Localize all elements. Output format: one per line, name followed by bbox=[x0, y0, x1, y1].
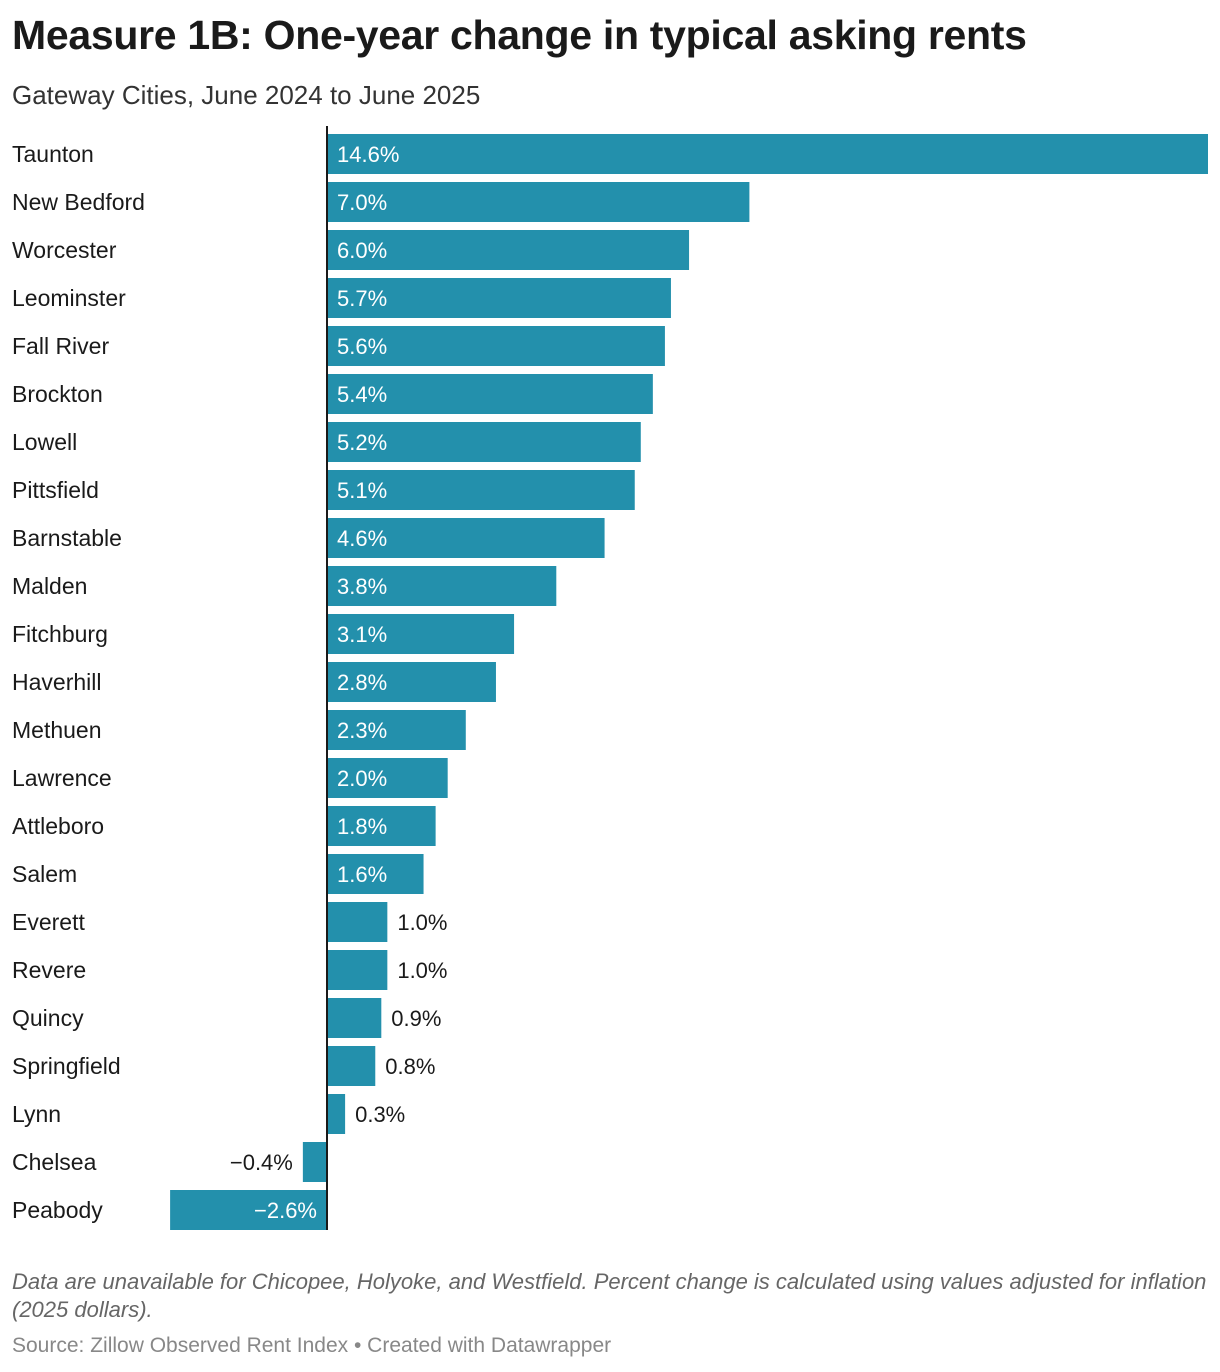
value-label: 4.6% bbox=[337, 526, 387, 551]
category-label: Revere bbox=[12, 957, 86, 983]
value-label: 2.0% bbox=[337, 766, 387, 791]
category-label: Salem bbox=[12, 861, 77, 887]
value-label: 5.1% bbox=[337, 478, 387, 503]
category-label: Malden bbox=[12, 573, 87, 599]
value-label: 5.6% bbox=[337, 334, 387, 359]
bar bbox=[327, 614, 515, 654]
value-label: 14.6% bbox=[337, 142, 399, 167]
bar bbox=[327, 1094, 346, 1134]
bar bbox=[327, 902, 388, 942]
category-label: Peabody bbox=[12, 1197, 103, 1223]
value-label: 3.1% bbox=[337, 622, 387, 647]
bar bbox=[327, 998, 382, 1038]
bar bbox=[170, 1190, 327, 1230]
bar bbox=[327, 854, 424, 894]
bar bbox=[327, 758, 448, 798]
category-label: Worcester bbox=[12, 237, 117, 263]
value-label: 0.3% bbox=[355, 1102, 405, 1127]
bar bbox=[327, 230, 690, 270]
value-label: −2.6% bbox=[254, 1198, 317, 1223]
bar bbox=[327, 278, 671, 318]
bar bbox=[327, 710, 466, 750]
value-label: 1.0% bbox=[397, 910, 447, 935]
bar bbox=[327, 662, 496, 702]
bar bbox=[327, 422, 641, 462]
category-label: Pittsfield bbox=[12, 477, 99, 503]
category-label: Quincy bbox=[12, 1005, 84, 1031]
category-label: Springfield bbox=[12, 1053, 121, 1079]
category-label: Fitchburg bbox=[12, 621, 108, 647]
bar bbox=[302, 1142, 327, 1182]
bar bbox=[327, 374, 653, 414]
category-label: Haverhill bbox=[12, 669, 101, 695]
value-label: 6.0% bbox=[337, 238, 387, 263]
value-label: 2.8% bbox=[337, 670, 387, 695]
value-label: 5.4% bbox=[337, 382, 387, 407]
bar bbox=[327, 518, 605, 558]
category-label: Taunton bbox=[12, 141, 94, 167]
value-label: 1.6% bbox=[337, 862, 387, 887]
chart-notes: Data are unavailable for Chicopee, Holyo… bbox=[12, 1269, 1207, 1322]
category-label: Lynn bbox=[12, 1101, 61, 1127]
category-label: Lowell bbox=[12, 429, 77, 455]
chart-title: Measure 1B: One-year change in typical a… bbox=[12, 12, 1027, 58]
category-label: Barnstable bbox=[12, 525, 122, 551]
category-label: Lawrence bbox=[12, 765, 112, 791]
bar bbox=[327, 950, 388, 990]
chart-source: Source: Zillow Observed Rent Index • Cre… bbox=[12, 1334, 612, 1357]
bar bbox=[327, 326, 665, 366]
bar bbox=[327, 806, 436, 846]
value-label: 3.8% bbox=[337, 574, 387, 599]
value-label: 0.9% bbox=[391, 1006, 441, 1031]
chart-subtitle: Gateway Cities, June 2024 to June 2025 bbox=[12, 80, 481, 110]
value-label: 1.0% bbox=[397, 958, 447, 983]
value-label: 1.8% bbox=[337, 814, 387, 839]
bar bbox=[327, 134, 1208, 174]
category-label: New Bedford bbox=[12, 189, 145, 215]
bar bbox=[327, 566, 557, 606]
bar bbox=[327, 470, 635, 510]
value-label: 5.2% bbox=[337, 430, 387, 455]
value-label: −0.4% bbox=[230, 1150, 293, 1175]
category-label: Leominster bbox=[12, 285, 126, 311]
bar bbox=[327, 182, 750, 222]
category-label: Everett bbox=[12, 909, 85, 935]
category-label: Methuen bbox=[12, 717, 102, 743]
bar bbox=[327, 1046, 376, 1086]
value-label: 0.8% bbox=[385, 1054, 435, 1079]
bar-chart: Taunton 14.6% New Bedford 7.0% Worcester 6.0%… bbox=[12, 126, 1208, 1230]
category-label: Brockton bbox=[12, 381, 103, 407]
category-label: Fall River bbox=[12, 333, 109, 359]
value-label: 2.3% bbox=[337, 718, 387, 743]
value-label: 7.0% bbox=[337, 190, 387, 215]
value-label: 5.7% bbox=[337, 286, 387, 311]
category-label: Chelsea bbox=[12, 1149, 97, 1175]
category-label: Attleboro bbox=[12, 813, 104, 839]
